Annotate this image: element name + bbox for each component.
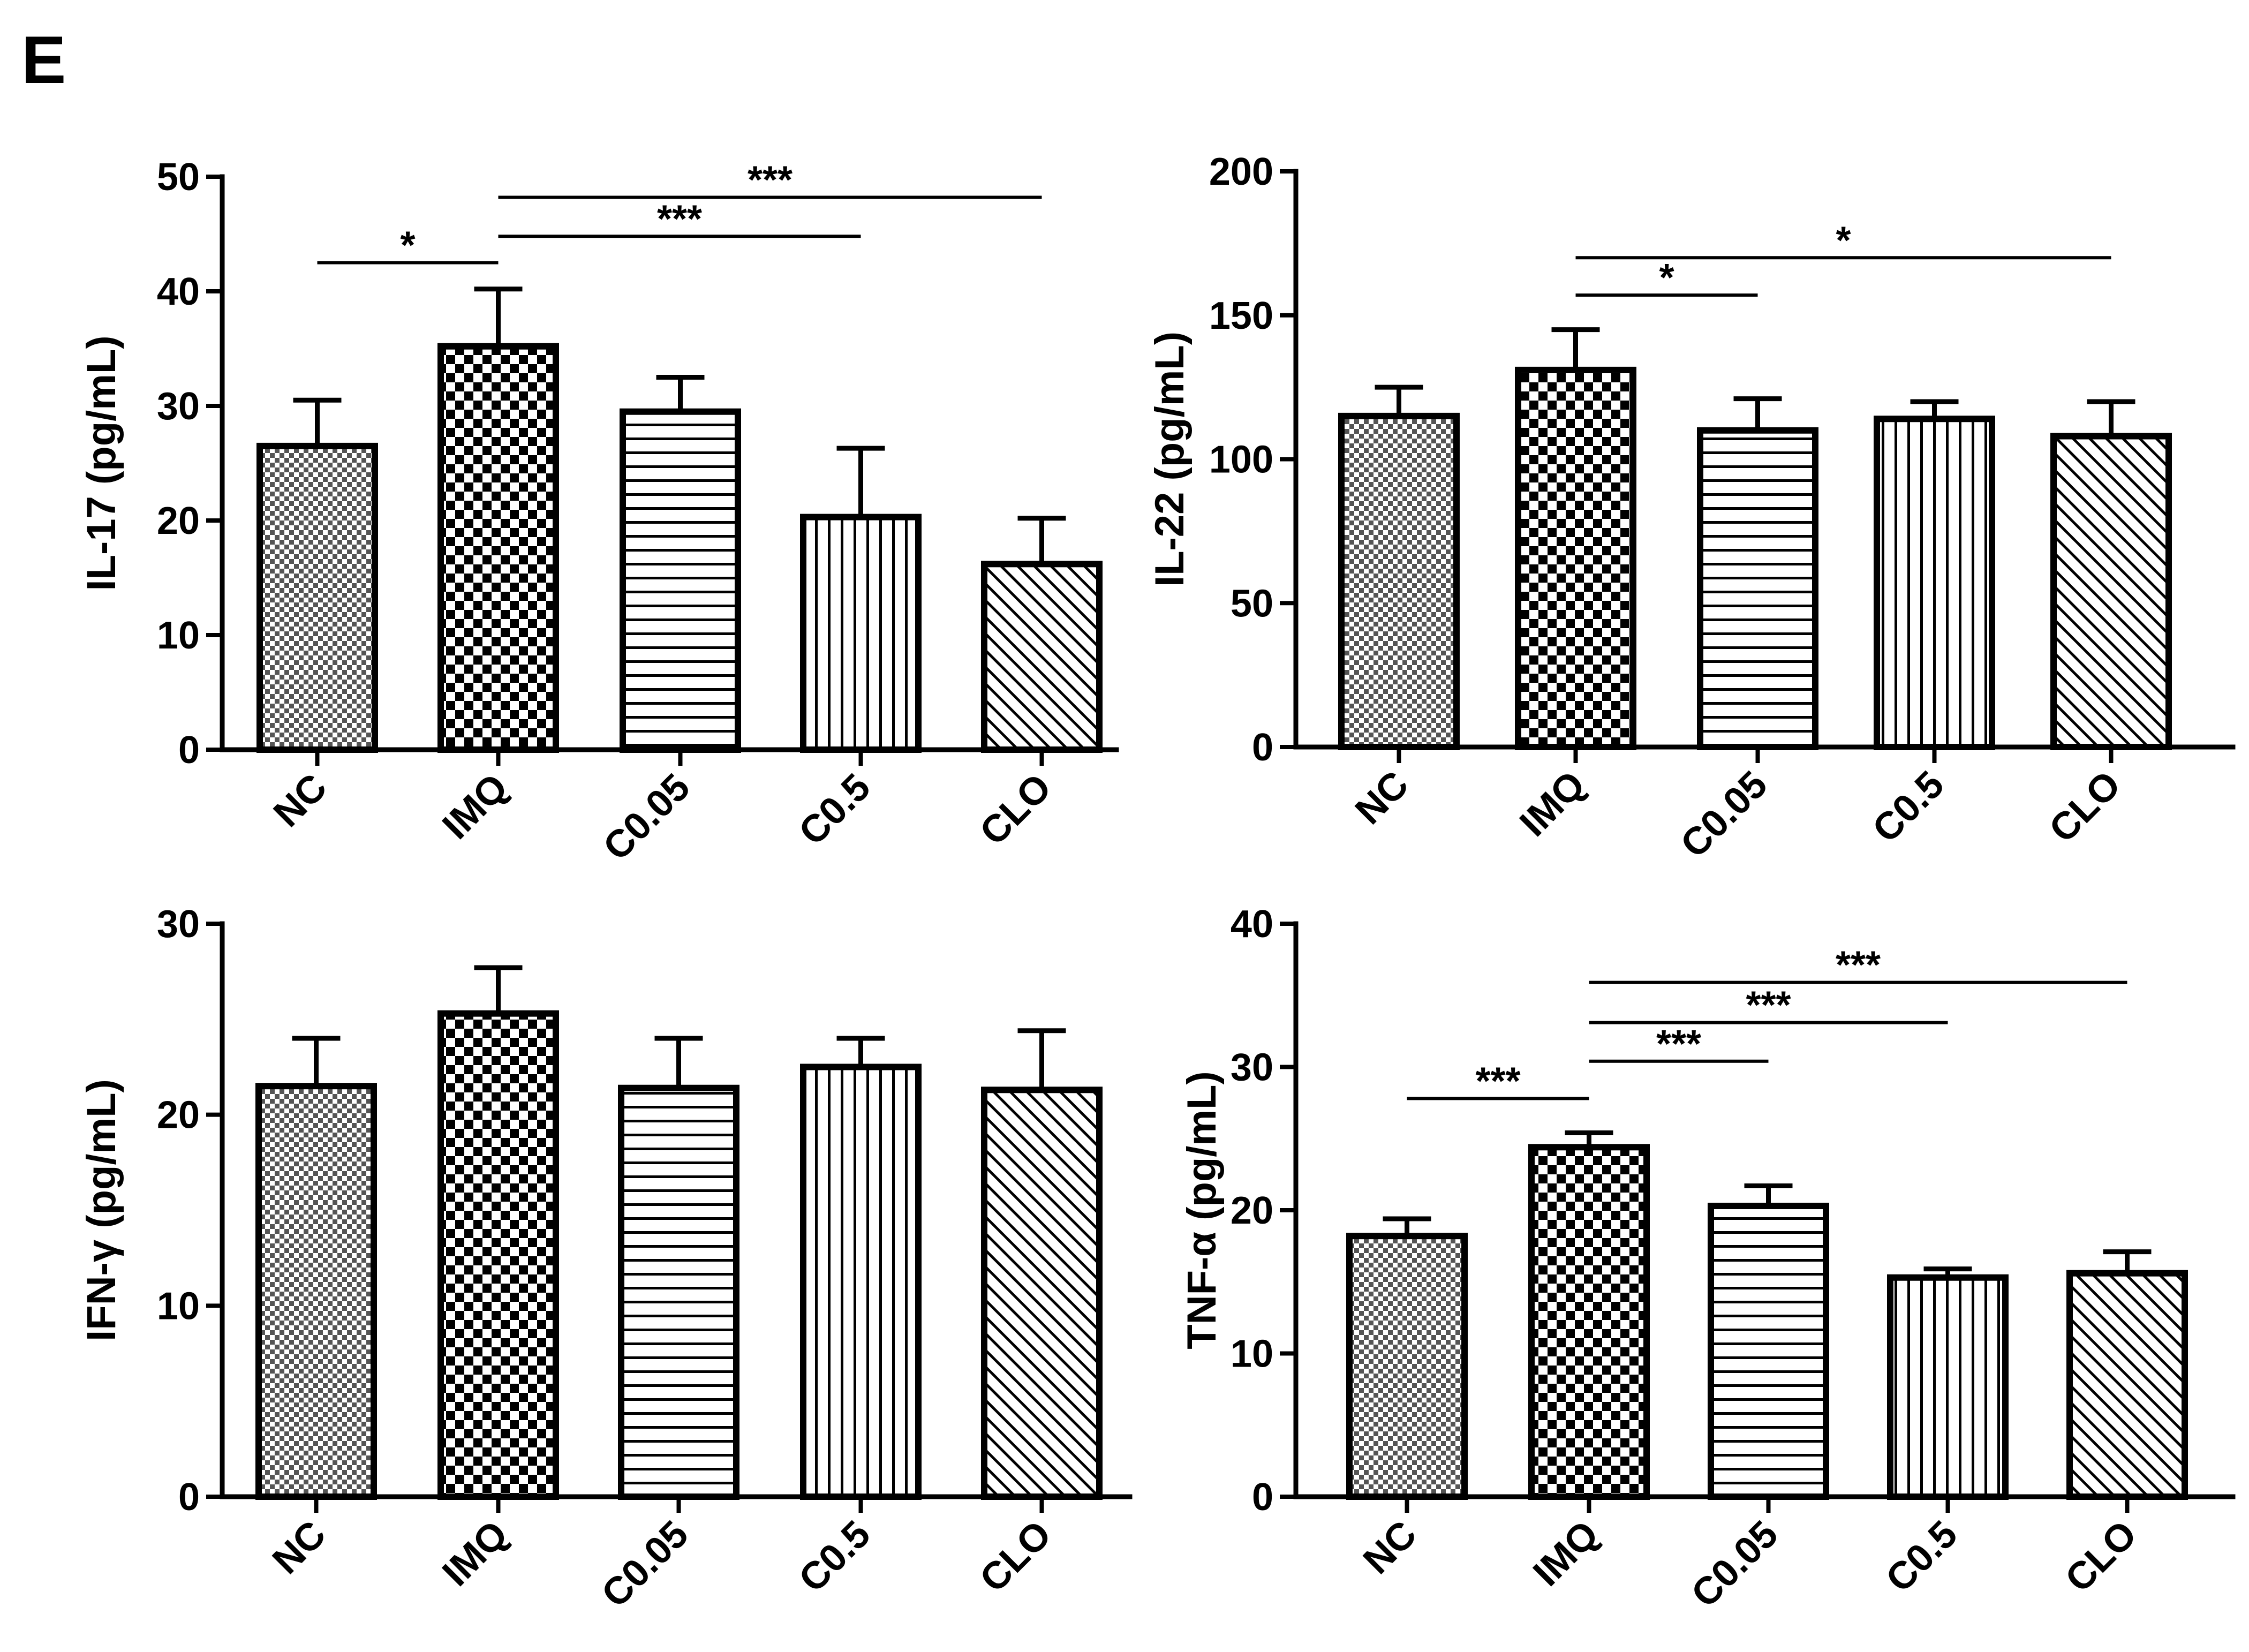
- bar-imq: [437, 1010, 559, 1500]
- significance-label: ***: [1836, 944, 1881, 987]
- bar-c0-05: [1708, 1202, 1829, 1500]
- panel-letter: E: [21, 23, 66, 97]
- significance-label: *: [1836, 219, 1851, 262]
- x-tick-label-c0-05: C0.05: [595, 766, 698, 869]
- x-tick-label-imq: IMQ: [434, 766, 516, 848]
- y-axis-label: TNF-α (pg/mL): [1179, 1071, 1225, 1349]
- x-tick-label-nc: NC: [1347, 763, 1417, 833]
- y-axis-label: IL-17 (pg/mL): [79, 335, 124, 591]
- x-tick-label-c0-05: C0.05: [1672, 763, 1775, 866]
- panel-il22: 0 50 100 150 200 IL-22 (pg/mL) NC IMQ C0.05 C0.5 C…: [1147, 150, 2236, 866]
- panel-tnfa: 0 10 20 30 40 TNF-α (pg/mL) NC IMQ C0.05 C0.5 CLO *…: [1179, 903, 2236, 1616]
- y-axis-label: IL-22 (pg/mL): [1147, 331, 1193, 587]
- x-tick-label-imq: IMQ: [1525, 1513, 1607, 1595]
- x-tick-label-nc: NC: [1355, 1513, 1425, 1582]
- significance-label: ***: [748, 159, 793, 202]
- y-tick-label: 200: [1209, 150, 1273, 193]
- x-tick-label-clo: CLO: [2041, 763, 2129, 851]
- significance-label: ***: [1475, 1060, 1520, 1103]
- bar-c0-05: [620, 408, 741, 753]
- y-tick-label: 10: [157, 614, 200, 657]
- x-tick-label-imq: IMQ: [434, 1513, 516, 1595]
- y-tick-label: 20: [157, 500, 200, 542]
- bar-imq: [1515, 366, 1636, 750]
- significance-label: ***: [657, 198, 702, 240]
- x-tick-label-nc: NC: [266, 766, 335, 835]
- bar-nc: [256, 442, 378, 753]
- y-tick-label: 20: [157, 1094, 200, 1137]
- y-tick-label: 20: [1231, 1189, 1273, 1232]
- bar-clo: [981, 561, 1103, 753]
- bar-clo: [981, 1087, 1103, 1500]
- panel-il17: 0 10 20 30 40 50 IL-17 (pg/mL) NC IMQ C0.05 C0.5 CL…: [79, 156, 1119, 869]
- x-tick-label-imq: IMQ: [1512, 763, 1594, 845]
- x-tick-label-clo: CLO: [2057, 1513, 2145, 1601]
- x-tick-label-c0-05: C0.05: [593, 1513, 696, 1616]
- y-tick-label: 150: [1209, 295, 1273, 337]
- significance-label: ***: [1746, 984, 1791, 1027]
- x-tick-label-clo: CLO: [972, 766, 1060, 854]
- bar-nc: [255, 1083, 377, 1500]
- y-tick-label: 40: [157, 270, 200, 313]
- y-tick-label: 30: [1231, 1046, 1273, 1089]
- significance-label: *: [1659, 257, 1674, 299]
- significance-label: *: [400, 224, 415, 267]
- y-tick-label: 30: [157, 903, 200, 946]
- y-tick-label: 50: [157, 156, 200, 199]
- bar-imq: [1528, 1144, 1650, 1500]
- x-tick-label-clo: CLO: [972, 1513, 1060, 1601]
- x-tick-label-c0-05: C0.05: [1683, 1513, 1786, 1616]
- bar-nc: [1346, 1233, 1468, 1500]
- x-tick-label-nc: NC: [265, 1513, 334, 1582]
- x-tick-label-c0-5: C0.5: [1865, 763, 1952, 851]
- y-tick-label: 50: [1231, 582, 1273, 625]
- y-tick-label: 10: [157, 1285, 200, 1327]
- bar-c0-5: [1887, 1274, 2009, 1500]
- y-tick-label: 100: [1209, 439, 1273, 481]
- y-tick-label: 0: [1252, 1476, 1273, 1519]
- bar-c0-5: [800, 514, 922, 753]
- y-tick-label: 0: [178, 1476, 200, 1519]
- bar-nc: [1338, 412, 1460, 750]
- x-tick-label-c0-5: C0.5: [791, 766, 879, 854]
- y-tick-label: 40: [1231, 903, 1273, 946]
- y-tick-label: 10: [1231, 1333, 1273, 1376]
- bar-c0-05: [618, 1084, 739, 1500]
- significance-label: ***: [1656, 1023, 1701, 1066]
- y-tick-label: 0: [178, 729, 200, 772]
- bar-c0-05: [1697, 427, 1818, 750]
- y-tick-label: 0: [1252, 726, 1273, 769]
- panel-ifng: 0 10 20 30 IFN-γ (pg/mL) NC IMQ C0.05 C0.5 CLO: [79, 903, 1133, 1616]
- bar-clo: [2066, 1270, 2188, 1500]
- bar-c0-5: [1874, 416, 1995, 750]
- y-tick-label: 30: [157, 385, 200, 428]
- x-tick-label-c0-5: C0.5: [1878, 1513, 1966, 1601]
- bar-clo: [2050, 433, 2172, 750]
- x-tick-label-c0-5: C0.5: [791, 1513, 879, 1601]
- bar-imq: [437, 343, 559, 753]
- y-axis-label: IFN-γ (pg/mL): [79, 1079, 124, 1341]
- bar-c0-5: [800, 1063, 922, 1500]
